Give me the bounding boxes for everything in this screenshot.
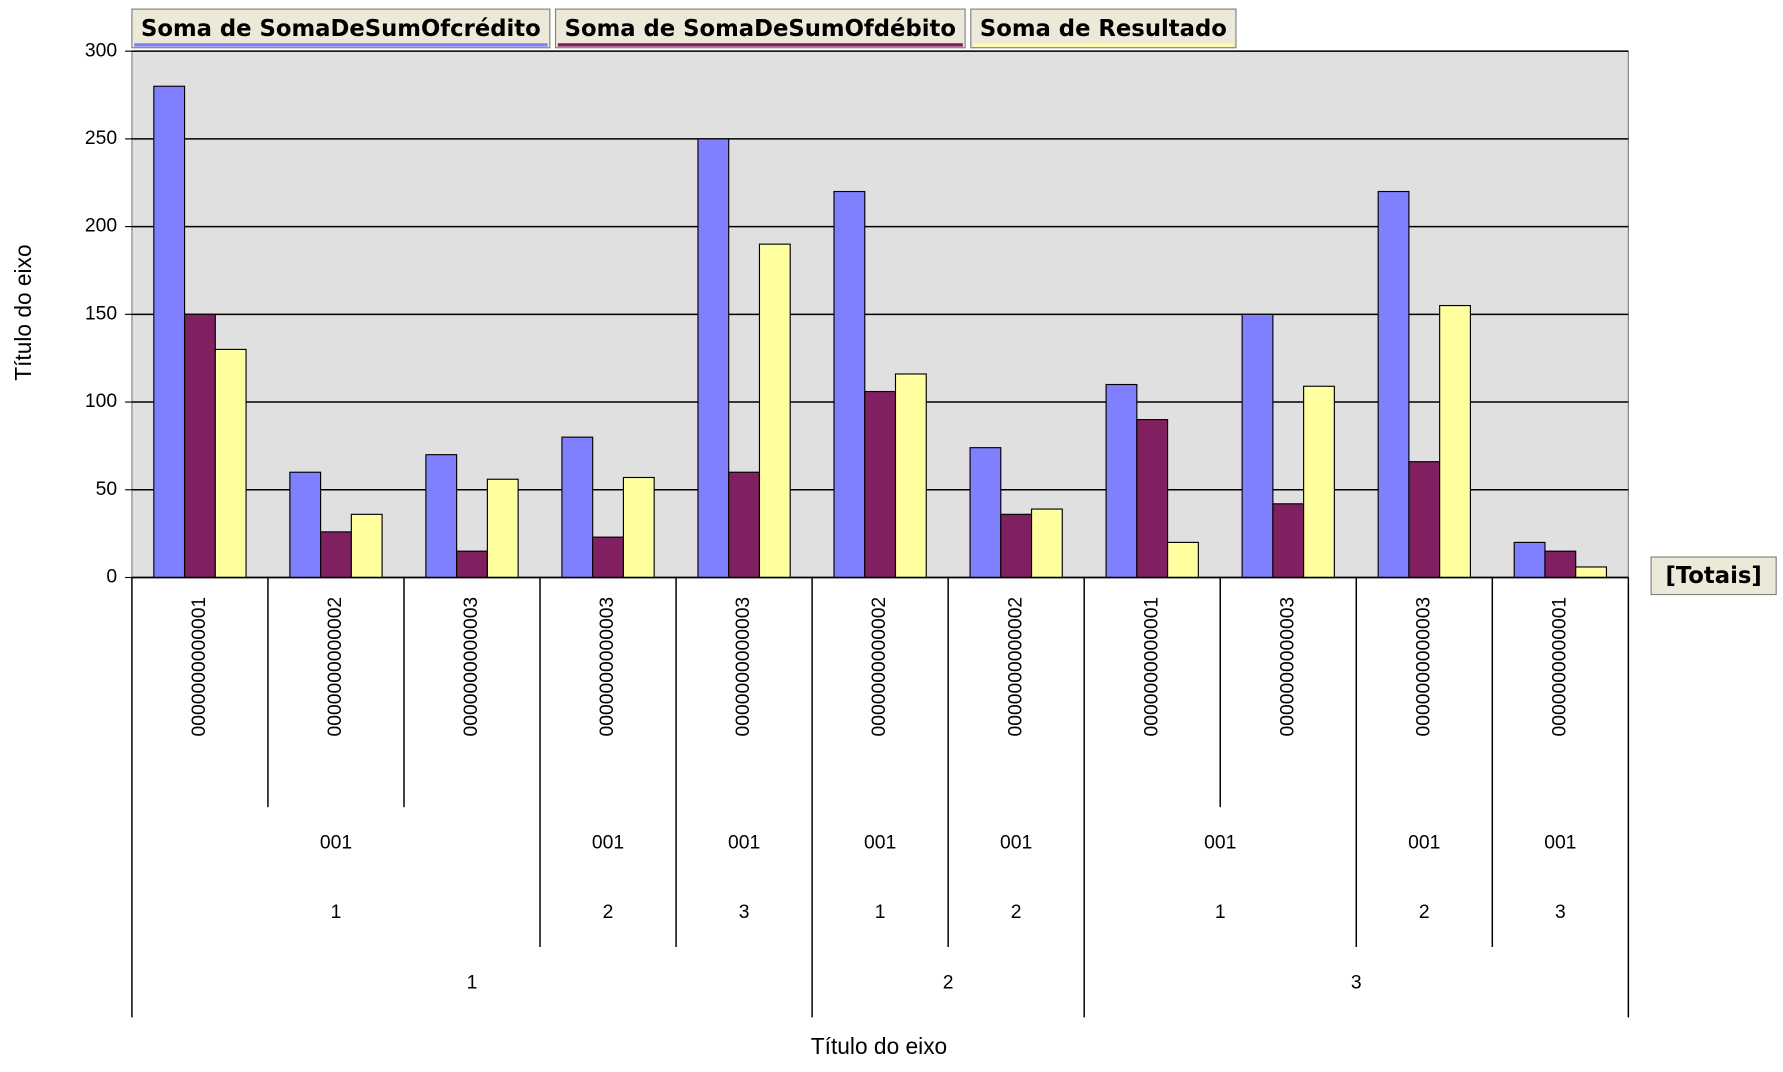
x-tick-label: 0000000000002 — [869, 597, 890, 737]
x-group-label: 3 — [739, 902, 750, 923]
x-group-label: 001 — [1204, 833, 1236, 854]
x-group-label: 1 — [875, 902, 886, 923]
bar — [1408, 461, 1441, 579]
x-tick-label: 0000000000002 — [325, 597, 346, 737]
bar — [456, 550, 488, 579]
x-tick-label: 0000000000003 — [1413, 597, 1434, 737]
bar — [350, 513, 383, 579]
bar — [894, 373, 927, 579]
y-tick-label: 200 — [85, 216, 117, 237]
totals-label[interactable]: [Totais] — [1665, 563, 1761, 589]
bar — [320, 531, 352, 579]
x-group-label: 001 — [1544, 833, 1576, 854]
x-group-label: 001 — [592, 833, 624, 854]
x-group-label: 001 — [1000, 833, 1032, 854]
bar — [486, 478, 519, 579]
x-group-label: 3 — [1351, 972, 1362, 993]
legend-button[interactable] — [970, 8, 1237, 49]
x-tick-label: 0000000000001 — [1141, 597, 1162, 737]
bar — [697, 138, 730, 579]
bar — [1136, 419, 1169, 579]
legend-swatch — [557, 43, 963, 47]
y-tick-label: 50 — [96, 479, 117, 500]
x-group-label: 001 — [728, 833, 760, 854]
legend-label[interactable]: Soma de SomaDeSumOfcrédito — [141, 16, 541, 42]
legend-label[interactable]: Soma de SomaDeSumOfdébito — [565, 16, 956, 42]
x-tick-label: 0000000000003 — [1277, 597, 1298, 737]
x-group-label: 001 — [320, 833, 352, 854]
x-tick-label: 0000000000003 — [597, 597, 618, 737]
bar — [214, 348, 247, 579]
bar — [153, 85, 186, 579]
bar — [1439, 304, 1471, 579]
legend-swatch — [134, 43, 548, 47]
bar — [183, 313, 216, 579]
y-tick-label: 100 — [85, 391, 117, 412]
legend-swatch — [973, 43, 1234, 47]
bar — [1575, 566, 1608, 579]
x-group-label: 2 — [1011, 902, 1022, 923]
bar — [1544, 550, 1577, 579]
legend-button[interactable] — [554, 8, 966, 49]
legend-button[interactable] — [131, 8, 551, 49]
x-axis-title: Título do eixo — [811, 1033, 947, 1059]
x-group-label: 1 — [1215, 902, 1226, 923]
y-tick-label: 300 — [85, 40, 117, 61]
bar — [622, 476, 655, 579]
x-group-label: 3 — [1555, 902, 1566, 923]
y-tick-label: 150 — [85, 303, 117, 324]
x-tick-label: 0000000000001 — [189, 597, 210, 737]
bar — [1105, 383, 1138, 579]
totals-button[interactable] — [1650, 556, 1777, 596]
bar — [864, 390, 897, 579]
bar — [592, 536, 624, 579]
x-group-label: 2 — [1419, 902, 1430, 923]
bar — [1241, 313, 1274, 579]
y-tick-label: 0 — [106, 567, 117, 588]
x-group-label: 001 — [1408, 833, 1440, 854]
bar — [289, 471, 322, 579]
legend-label[interactable]: Soma de Resultado — [980, 16, 1227, 42]
x-tick-label: 0000000000001 — [1549, 597, 1570, 737]
bar — [561, 436, 594, 579]
x-group-label: 2 — [603, 902, 614, 923]
x-group-label: 1 — [467, 972, 478, 993]
x-tick-label: 0000000000003 — [733, 597, 754, 737]
bar — [833, 190, 866, 579]
bar — [1272, 503, 1305, 579]
bar — [1513, 541, 1546, 579]
bar — [758, 243, 791, 579]
bar — [969, 447, 1002, 579]
bar — [728, 471, 761, 579]
x-tick-label: 0000000000002 — [1005, 597, 1026, 737]
x-group-label: 001 — [864, 833, 896, 854]
x-tick-label: 0000000000003 — [461, 597, 482, 737]
bar — [425, 454, 458, 579]
bar — [1167, 541, 1199, 579]
x-group-label: 2 — [943, 972, 954, 993]
y-tick-label: 250 — [85, 128, 117, 149]
bar — [1377, 190, 1410, 579]
y-axis-title: Título do eixo — [10, 244, 36, 380]
bar — [1030, 508, 1063, 579]
bar — [1000, 513, 1033, 579]
x-group-label: 1 — [331, 902, 342, 923]
bar — [1303, 385, 1335, 579]
